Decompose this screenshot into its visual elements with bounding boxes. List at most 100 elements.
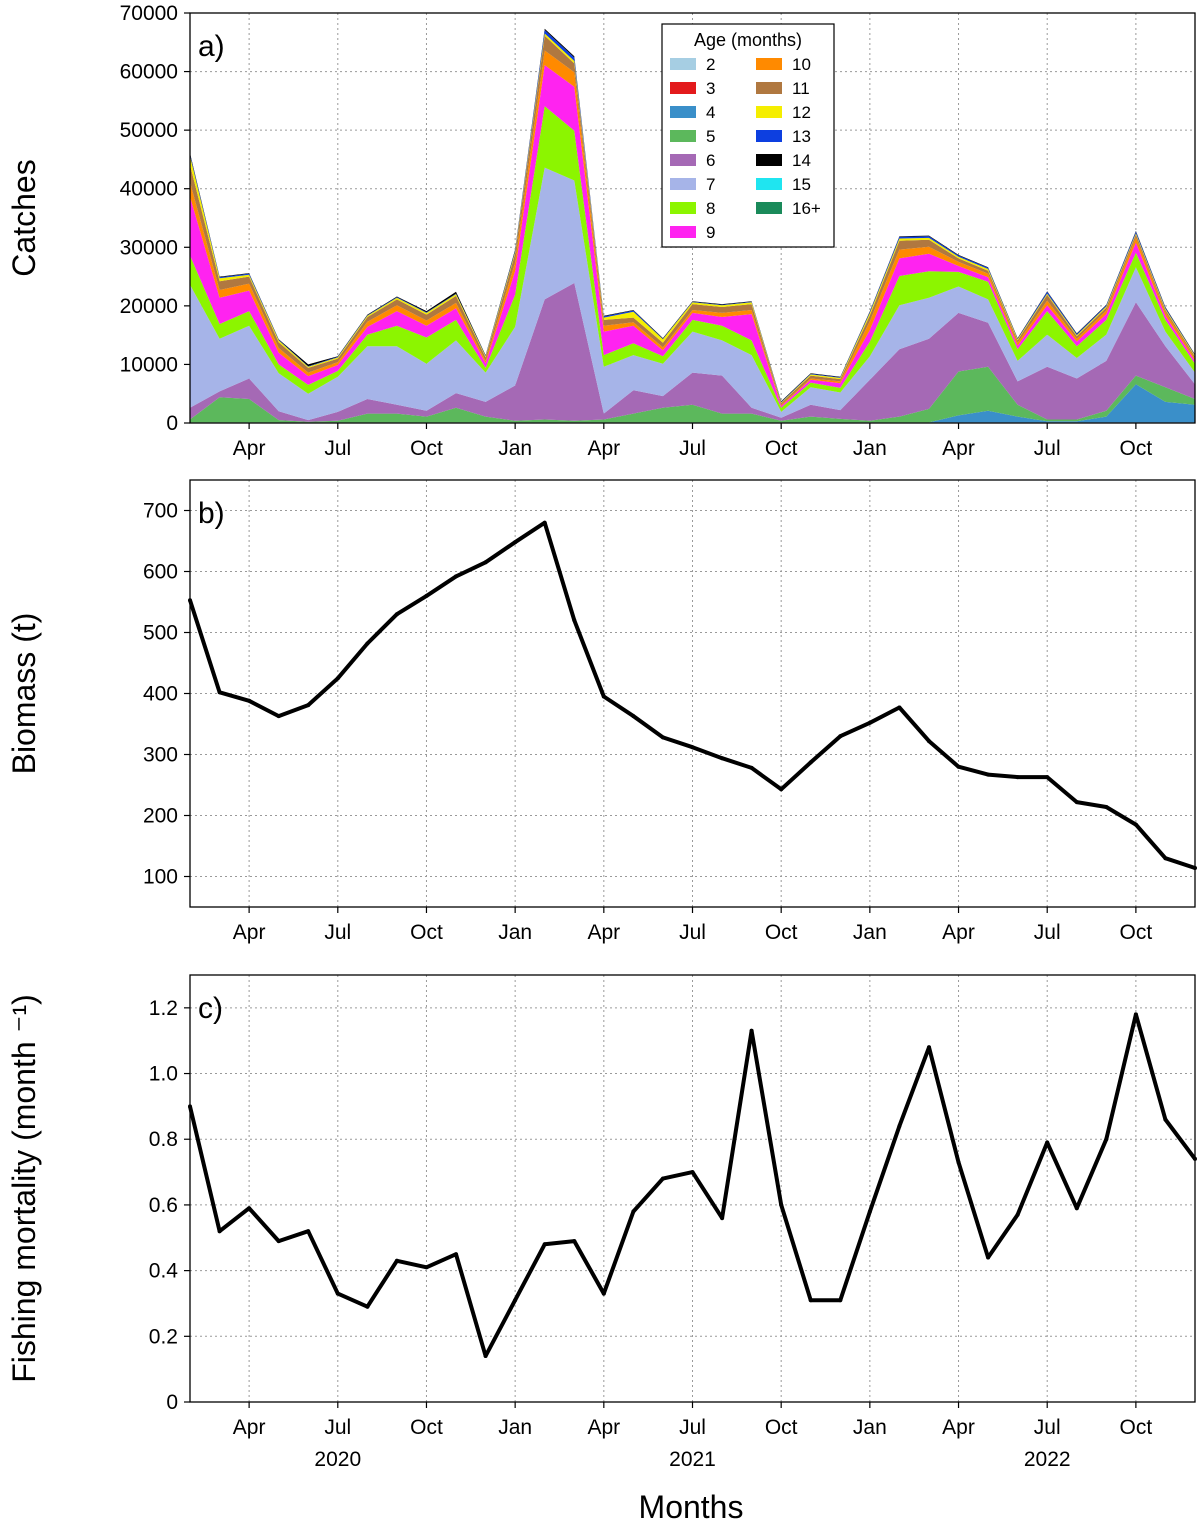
x-tick-label: Jul — [1034, 437, 1061, 460]
data-point — [1045, 775, 1050, 780]
x-tick-label: Oct — [1120, 921, 1153, 944]
x-tick-label: Jan — [853, 1416, 887, 1439]
y-tick-label: 0.6 — [149, 1194, 178, 1217]
legend-label-age-9: 9 — [706, 223, 715, 242]
y-tick-label: 60000 — [120, 61, 178, 84]
x-tick-label: Jan — [498, 921, 532, 944]
grid — [190, 975, 1195, 1402]
y-axis-title: Fishing mortality (month ⁻¹) — [6, 994, 42, 1383]
data-point — [424, 1265, 429, 1270]
y-tick-label: 1.2 — [149, 997, 178, 1020]
x-tick-label: Jul — [324, 921, 351, 944]
data-point — [394, 612, 399, 617]
year-label: 2021 — [669, 1448, 716, 1471]
legend-swatch-age-14 — [756, 154, 782, 166]
x-tick-label: Oct — [765, 437, 798, 460]
data-point — [631, 1209, 636, 1214]
x-tick-label: Jul — [1034, 1416, 1061, 1439]
data-point — [335, 1291, 340, 1296]
data-point — [1104, 1137, 1109, 1142]
x-tick-label: Jul — [679, 921, 706, 944]
data-point — [749, 1028, 754, 1033]
y-tick-label: 0 — [166, 412, 178, 435]
x-tick-label: Oct — [410, 437, 443, 460]
x-tick-label: Apr — [942, 437, 975, 460]
data-point — [1074, 1206, 1079, 1211]
legend-swatch-age-11 — [756, 82, 782, 94]
y-tick-label: 1.0 — [149, 1063, 178, 1086]
y-tick-label: 10000 — [120, 353, 178, 376]
data-point — [542, 1242, 547, 1247]
year-label: 2020 — [314, 1448, 361, 1471]
data-point — [927, 739, 931, 744]
data-point — [838, 1298, 843, 1303]
legend: Age (months) 2 3 4 5 6 7 8 9 10 11 12 13 14 15 16+ — [661, 23, 835, 248]
legend-label-age-14: 14 — [792, 151, 811, 170]
legend-swatch-age-3 — [670, 82, 696, 94]
x-axis-title: Months — [639, 1489, 744, 1525]
legend-label-age-3: 3 — [706, 79, 715, 98]
x-tick-label: Jan — [853, 437, 887, 460]
data-point — [986, 772, 991, 777]
data-point — [631, 714, 636, 719]
data-point — [1045, 1140, 1050, 1145]
data-point — [276, 1239, 281, 1244]
legend-swatch-age-4 — [670, 106, 696, 118]
data-point — [808, 1298, 813, 1303]
data-point — [1133, 1012, 1138, 1017]
data-point — [572, 1239, 577, 1244]
x-tick-label: Jan — [498, 437, 532, 460]
legend-swatch-age-2 — [670, 58, 696, 70]
data-point — [956, 764, 961, 769]
legend-label-age-5: 5 — [706, 127, 715, 146]
data-point — [247, 1206, 252, 1211]
y-tick-label: 20000 — [120, 295, 178, 318]
y-tick-label: 0.2 — [149, 1325, 178, 1348]
legend-swatch-age-13 — [756, 130, 782, 142]
data-point — [867, 1209, 872, 1214]
x-tick-label: Oct — [410, 921, 443, 944]
data-point — [779, 1202, 784, 1207]
panel-label: b) — [198, 497, 225, 530]
x-tick-label: Jul — [679, 437, 706, 460]
data-point — [1015, 775, 1020, 780]
y-axis-title: Catches — [6, 159, 42, 276]
data-point — [660, 1176, 665, 1181]
data-point — [720, 1216, 725, 1221]
legend-swatch-age-15 — [756, 178, 782, 190]
area-age-7 — [190, 167, 1195, 421]
data-point — [897, 705, 902, 710]
x-tick-label: Apr — [942, 1416, 975, 1439]
legend-swatch-age-8 — [670, 202, 696, 214]
area-age-9 — [190, 65, 1195, 408]
data-point — [1074, 800, 1079, 805]
y-tick-label: 200 — [143, 805, 178, 828]
x-tick-label: Oct — [1120, 437, 1153, 460]
data-point — [365, 1304, 370, 1309]
data-point — [483, 1354, 488, 1358]
x-tick-label: Jan — [853, 921, 887, 944]
area-age-8 — [190, 106, 1195, 412]
legend-label-age-10: 10 — [792, 55, 811, 74]
legend-swatch-age-12 — [756, 106, 782, 118]
data-point — [454, 574, 458, 579]
x-tick-label: Oct — [1120, 1416, 1153, 1439]
panel-a-catches: Apr Jul Oct Jan Apr Jul Oct Jan Apr Jul Oct 0 10000 2… — [6, 2, 1196, 460]
x-tick-label: Apr — [942, 921, 975, 944]
data-point — [1133, 822, 1138, 827]
y-tick-label: 0 — [166, 1391, 178, 1414]
panel-b-biomass: Apr Jul Oct Jan Apr Jul Oct Jan Apr Jul Oct 100 200 3… — [6, 479, 1197, 944]
data-point — [956, 1160, 961, 1165]
year-label: 2022 — [1024, 1448, 1071, 1471]
data-point — [897, 1124, 902, 1129]
data-point — [454, 1252, 458, 1257]
data-point — [276, 714, 281, 719]
legend-label-age-11: 11 — [792, 79, 810, 98]
data-point — [572, 618, 577, 623]
y-tick-label: 70000 — [120, 2, 178, 25]
legend-swatch-age-9 — [670, 226, 696, 238]
data-point — [838, 734, 843, 739]
data-point — [365, 641, 370, 646]
